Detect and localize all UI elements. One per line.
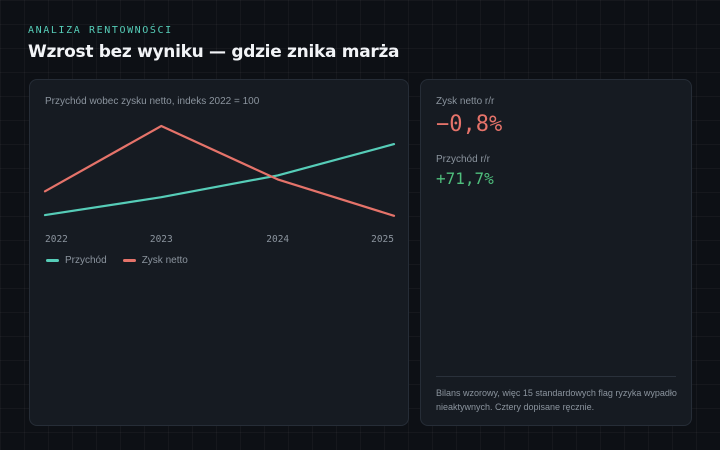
page-title: Wzrost bez wyniku — gdzie znika marża — [28, 42, 400, 62]
chart-subtitle: Przychód wobec zysku netto, indeks 2022 … — [45, 96, 260, 107]
profit-change-value: −0,8% — [436, 112, 503, 137]
revenue-change-value: +71,7% — [436, 169, 494, 188]
legend-swatch — [46, 259, 59, 262]
legend-label: Zysk netto — [141, 255, 188, 266]
legend-swatch — [122, 259, 136, 262]
x-tick-label: 2023 — [150, 234, 173, 245]
profit-change-label: Zysk netto r/r — [436, 96, 495, 107]
footnote: Bilans wzorowy, więc 15 standardowych fl… — [436, 388, 677, 412]
line-chart: 2022 2023 2024 2025 — [43, 124, 396, 245]
x-tick-label: 2022 — [45, 234, 68, 245]
legend-item: Przychód — [46, 255, 107, 266]
chart-panel: Przychód wobec zysku netto, indeks 2022 … — [29, 79, 409, 426]
legend-label: Przychód — [65, 255, 107, 266]
chart-legend: Przychód Zysk netto — [46, 255, 188, 266]
x-tick-label: 2024 — [266, 234, 289, 245]
eyebrow-label: ANALIZA RENTOWNOŚCI — [28, 25, 173, 36]
stats-panel: Zysk netto r/r −0,8% Przychód r/r +71,7%… — [420, 79, 692, 426]
revenue-change-label: Przychód r/r — [436, 154, 490, 165]
legend-item: Zysk netto — [122, 255, 188, 266]
x-tick-label: 2025 — [371, 234, 394, 245]
divider — [436, 376, 676, 377]
series-line-0 — [43, 142, 396, 217]
series-line-1 — [43, 124, 396, 217]
